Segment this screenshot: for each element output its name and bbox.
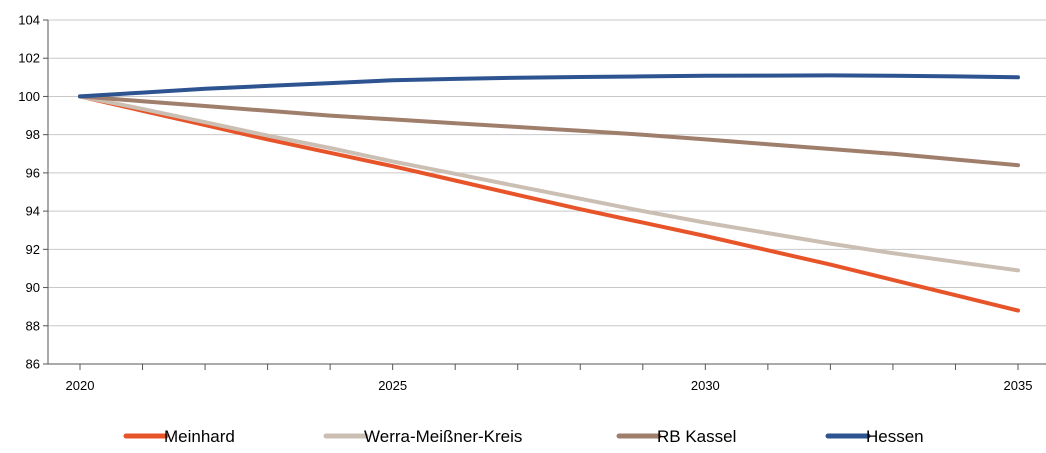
axes: 86 88 90 92 94 96 98 100 102 104 2020 2025 2030 2035 [18,13,1046,393]
series-lines [78,73,1020,313]
y-tick-label: 86 [26,357,40,372]
y-tick-label: 100 [18,89,40,104]
series-line-rb-kassel [78,94,1020,168]
y-tick-label: 96 [26,165,40,180]
legend-label: RB Kassel [657,427,736,446]
legend-label: Hessen [866,427,924,446]
legend-label: Meinhard [164,427,235,446]
x-tick-label: 2035 [1004,378,1033,393]
gridlines [48,19,1046,327]
series-line-meinhard [78,94,1020,313]
y-tick-label: 98 [26,127,40,142]
x-tick-label: 2020 [66,378,95,393]
series-line-werra-mei-ner-kreis [78,94,1020,273]
legend: Meinhard Werra-Meißner-Kreis RB Kassel Hess… [123,427,924,446]
x-tick-label: 2030 [691,378,720,393]
y-tick-label: 102 [18,51,40,66]
y-tick-label: 88 [26,318,40,333]
y-tick-label: 92 [26,242,40,257]
series-line-hessen [78,73,1020,99]
y-tick-label: 90 [26,280,40,295]
y-tick-label: 104 [18,13,40,28]
legend-label: Werra-Meißner-Kreis [364,427,522,446]
y-tick-label: 94 [26,204,40,219]
x-tick-label: 2025 [378,378,407,393]
